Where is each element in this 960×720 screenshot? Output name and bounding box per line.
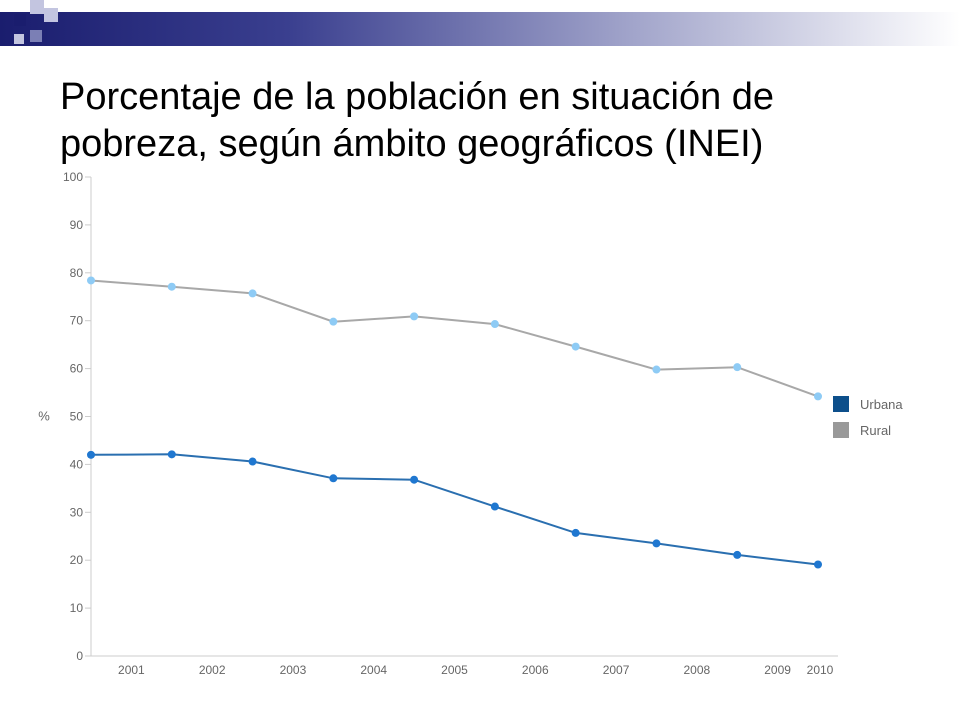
x-tick-label: 2003 [280,663,307,677]
data-point-urbana [571,528,580,537]
x-tick-label: 2002 [199,663,226,677]
data-point-rural [571,342,580,351]
y-tick-label: 80 [70,266,84,280]
data-point-rural [248,289,257,298]
deco-square-light [14,34,24,44]
x-tick-label: 2001 [118,663,145,677]
x-tick-label: 2010 [807,663,834,677]
x-tick-label: 2006 [522,663,549,677]
y-tick-label: 100 [63,170,83,184]
data-point-rural [87,276,95,285]
data-point-rural [410,312,419,321]
data-point-rural [814,392,822,401]
page-title: Porcentaje de la población en situación … [60,74,940,168]
legend-swatch-rural [833,422,849,438]
data-point-rural [490,320,499,329]
y-axis-label: % [38,409,50,424]
x-tick-label: 2009 [764,663,791,677]
deco-square-navy [14,14,26,26]
y-tick-label: 40 [70,457,84,471]
data-point-urbana [410,475,419,484]
data-point-urbana [652,539,661,548]
header-gradient-bar [0,12,960,46]
data-point-rural [329,317,338,326]
x-tick-label: 2007 [603,663,630,677]
y-tick-label: 30 [70,505,84,519]
y-tick-label: 90 [70,218,84,232]
legend-label-urbana: Urbana [860,397,903,412]
x-tick-label: 2004 [360,663,387,677]
data-point-urbana [248,457,257,466]
y-tick-label: 50 [70,410,84,424]
y-tick-label: 0 [76,649,83,663]
title-line-2: pobreza, según ámbito geográficos (INEI) [60,123,764,165]
deco-square-light [30,0,44,14]
data-point-urbana [87,450,95,459]
deco-square-light [44,8,58,22]
series-line-rural [90,279,819,398]
data-point-urbana [490,502,499,511]
legend-swatch-urbana [833,396,849,412]
y-tick-label: 10 [70,601,84,615]
x-tick-label: 2005 [441,663,468,677]
data-point-urbana [733,550,742,559]
series-line-urbana [90,453,819,566]
title-line-1: Porcentaje de la población en situación … [60,76,775,118]
data-point-urbana [814,560,822,569]
data-point-rural [733,363,742,372]
data-point-urbana [329,474,338,483]
y-tick-label: 70 [70,314,84,328]
deco-square-mid [30,30,42,42]
y-tick-label: 20 [70,553,84,567]
x-tick-label: 2008 [683,663,710,677]
data-point-urbana [167,450,176,459]
legend-label-rural: Rural [860,423,891,438]
data-point-rural [652,365,661,374]
data-point-rural [167,282,176,291]
y-tick-label: 60 [70,362,84,376]
